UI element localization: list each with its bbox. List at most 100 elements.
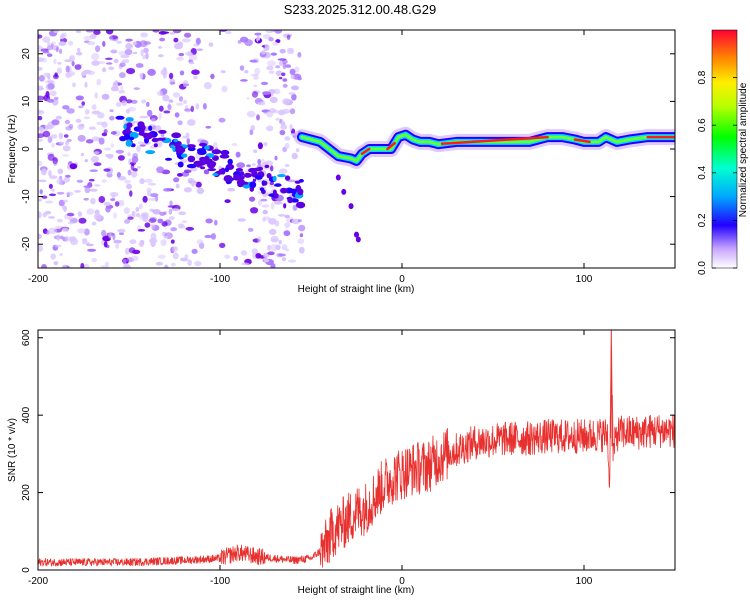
heatmap-noise-blob [158, 54, 164, 58]
heatmap-noise-blob [251, 248, 259, 255]
heatmap-band-blob [277, 174, 286, 178]
heatmap-noise-blob [109, 192, 119, 197]
heatmap-noise-blob [176, 56, 184, 61]
heatmap-noise-blob [109, 109, 114, 113]
heatmap-band-blob [222, 150, 228, 155]
heatmap-noise-blob [284, 222, 291, 229]
heatmap-noise-blob [100, 265, 110, 268]
heatmap-x-tick-label: 100 [576, 274, 593, 285]
heatmap-noise-blob [101, 229, 107, 237]
heatmap-noise-blob [270, 263, 276, 268]
heatmap-noise-blob [261, 204, 270, 208]
heatmap-noise-blob [131, 255, 139, 261]
heatmap-noise-blob [183, 187, 192, 193]
heatmap-noise-blob [116, 172, 121, 178]
heatmap-noise-blob [290, 74, 295, 79]
heatmap-noise-blob [177, 41, 184, 47]
heatmap-noise-blob [188, 54, 198, 61]
heatmap-noise-blob [282, 98, 291, 105]
heatmap-noise-blob [285, 248, 290, 252]
heatmap-noise-blob [158, 105, 164, 112]
snr-x-tick-label: 0 [399, 576, 405, 587]
heatmap-noise-blob [275, 244, 281, 250]
heatmap-noise-blob [41, 264, 47, 268]
heatmap-band-blob [257, 166, 263, 171]
heatmap-noise-blob [195, 181, 202, 188]
heatmap-band-blob [207, 161, 216, 169]
heatmap-noise-blob [172, 30, 182, 34]
heatmap-noise-blob [78, 105, 84, 109]
heatmap-noise-blob [196, 48, 204, 51]
heatmap-noise-blob [110, 131, 117, 135]
snr-y-tick-label: 600 [21, 329, 32, 346]
heatmap-noise-blob [48, 216, 56, 219]
heatmap-noise-blob [69, 163, 78, 170]
heatmap-noise-blob [38, 57, 45, 62]
heatmap-band-blob [200, 166, 206, 170]
heatmap-noise-blob [281, 72, 286, 77]
heatmap-noise-blob [139, 144, 146, 147]
heatmap-noise-blob [69, 238, 79, 246]
heatmap-noise-blob [115, 149, 124, 154]
snr-frame [37, 329, 676, 571]
heatmap-noise-blob [58, 141, 64, 145]
heatmap-noise-blob [148, 218, 157, 224]
heatmap-band-blob [280, 187, 288, 194]
heatmap-band-blob [242, 181, 249, 185]
heatmap-noise-blob [67, 216, 74, 220]
heatmap-noise-blob [109, 36, 113, 40]
heatmap-noise-blob [270, 98, 275, 102]
heatmap-noise-blob [177, 173, 183, 177]
heatmap-band-blob [199, 156, 207, 162]
heatmap-noise-blob [195, 103, 200, 110]
heatmap-noise-blob [205, 125, 212, 129]
heatmap-noise-blob [66, 191, 74, 196]
heatmap-noise-blob [261, 50, 266, 55]
heatmap-noise-blob [75, 30, 82, 33]
heatmap-noise-blob [253, 75, 259, 80]
heatmap-noise-blob [269, 181, 274, 186]
heatmap-noise-blob [275, 65, 280, 69]
heatmap-noise-blob [240, 250, 248, 256]
heatmap-noise-blob [147, 68, 156, 76]
heatmap-y-tick-label: 0 [21, 146, 32, 152]
heatmap-noise-blob [152, 30, 160, 33]
heatmap-noise-blob [119, 232, 124, 235]
heatmap-noise-blob [121, 100, 128, 106]
heatmap-noise-blob [86, 208, 95, 215]
heatmap-noise-blob [249, 196, 256, 202]
heatmap-noise-blob [203, 82, 212, 90]
heatmap-band-blob [145, 132, 155, 138]
heatmap-noise-blob [244, 70, 249, 74]
heatmap-noise-blob [191, 69, 200, 75]
heatmap-noise-blob [151, 117, 156, 123]
heatmap-noise-blob [38, 179, 47, 183]
colorbar-tick-label: 0.6 [697, 118, 708, 132]
heatmap-band-blob [235, 168, 243, 172]
heatmap-noise-blob [113, 58, 119, 64]
heatmap-noise-blob [182, 80, 189, 87]
heatmap-noise-blob [93, 162, 102, 167]
heatmap-noise-blob [297, 219, 302, 223]
heatmap-noise-blob [93, 30, 101, 35]
heatmap-noise-blob [98, 196, 106, 203]
heatmap-noise-blob [76, 51, 83, 56]
heatmap-noise-blob [76, 179, 84, 183]
heatmap-noise-blob [112, 233, 116, 241]
heatmap-noise-blob [102, 40, 106, 47]
heatmap-noise-blob [59, 253, 63, 256]
heatmap-noise-blob [65, 140, 69, 146]
heatmap-band-blob [115, 115, 125, 120]
heatmap-noise-blob [96, 61, 106, 64]
heatmap-noise-blob [170, 239, 175, 244]
snr-y-tick-label: 0 [21, 567, 32, 573]
heatmap-noise-blob [268, 37, 274, 42]
heatmap-noise-blob [38, 85, 44, 89]
snr-series-line [38, 345, 675, 568]
heatmap-noise-blob [164, 264, 169, 268]
heatmap-noise-blob [147, 190, 151, 197]
heatmap-noise-blob [169, 200, 173, 206]
heatmap-band-blob [205, 158, 213, 164]
heatmap-noise-blob [241, 262, 250, 266]
heatmap-noise-blob [187, 119, 196, 126]
